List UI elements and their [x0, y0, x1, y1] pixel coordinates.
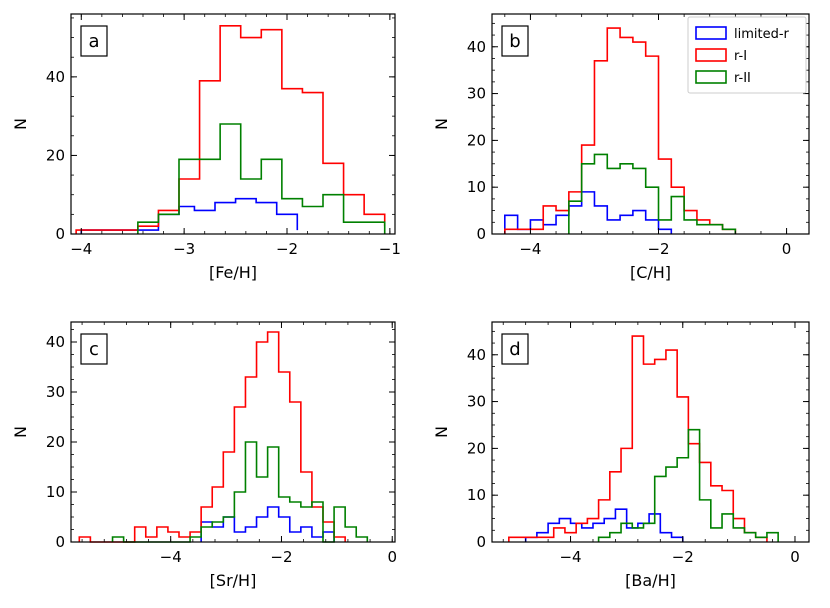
x-tick-label-d: −4	[559, 548, 581, 566]
panel-letter-box-b	[501, 25, 529, 57]
series-r_II-panel-b	[568, 153, 737, 234]
y-tick-label-d: 20	[467, 439, 486, 457]
plot-frame-b	[491, 13, 810, 235]
y-tick-label-d: 10	[467, 486, 486, 504]
series-r_II-panel-d	[597, 428, 779, 542]
panel-c: −4 −2 0 0 10 20 30 40 [Sr/H] Nc	[11, 321, 397, 590]
x-tick-label-a: −3	[173, 240, 195, 258]
legend-swatch-r_I	[695, 48, 727, 62]
plot-frame-a	[70, 13, 396, 235]
y-tick-label-c: 0	[55, 533, 65, 551]
series-r_I-panel-c	[78, 331, 346, 543]
x-tick-label-a: −1	[379, 240, 401, 258]
y-tick-label-a: 20	[46, 146, 65, 164]
series-limited_r-panel-d	[524, 508, 684, 542]
panel-letter-box-a	[80, 25, 108, 57]
x-tick-label-b: −4	[519, 240, 541, 258]
y-axis-label-d: N	[432, 426, 451, 438]
y-tick-label-a: 40	[46, 68, 65, 86]
series-r_I-panel-b	[504, 27, 737, 234]
plot-frame-c	[70, 321, 396, 543]
legend-swatch-limited_r	[695, 26, 727, 40]
x-axis-label-b: [C/H]	[630, 263, 671, 282]
y-axis-label-b: N	[432, 118, 451, 130]
y-tick-label-c: 10	[46, 483, 65, 501]
y-tick-label-d: 40	[467, 346, 486, 364]
y-tick-label-b: 30	[467, 85, 486, 103]
panel-letter-box-c	[80, 333, 108, 365]
x-tick-label-c: −4	[160, 548, 182, 566]
x-tick-label-a: −2	[276, 240, 298, 258]
series-r_II-panel-a	[137, 123, 386, 234]
x-tick-label-d: 0	[790, 548, 800, 566]
panel-a: −4 −3 −2 −1 0 20 40 [Fe/H] Na	[11, 13, 401, 282]
y-tick-label-b: 20	[467, 131, 486, 149]
series-r_I-panel-d	[508, 335, 768, 542]
series-limited_r-panel-c	[200, 506, 335, 542]
x-axis-label-a: [Fe/H]	[209, 263, 257, 282]
x-tick-label-b: 0	[782, 240, 792, 258]
x-tick-label-c: −2	[270, 548, 292, 566]
y-tick-label-b: 10	[467, 178, 486, 196]
x-axis-label-d: [Ba/H]	[625, 571, 676, 590]
x-tick-label-a: −4	[70, 240, 92, 258]
panel-letter-a: a	[88, 31, 99, 52]
y-tick-label-c: 40	[46, 333, 65, 351]
panel-b: −4 −2 0 0 10 20 30 40 [C/H] Nb limited-r r-I r-II	[432, 13, 810, 282]
legend: limited-r r-I r-II	[687, 16, 807, 94]
y-tick-label-c: 30	[46, 383, 65, 401]
legend-label-r_I: r-I	[734, 49, 747, 64]
x-tick-label-d: −2	[672, 548, 694, 566]
panel-letter-box-d	[501, 333, 529, 365]
x-axis-label-c: [Sr/H]	[210, 571, 257, 590]
panel-letter-b: b	[509, 31, 520, 52]
series-limited_r-panel-b	[504, 191, 673, 234]
y-tick-label-c: 20	[46, 433, 65, 451]
panel-letter-c: c	[89, 339, 99, 360]
panel-d: −4 −2 0 0 10 20 30 40 [Ba/H] Nd	[432, 321, 810, 590]
x-tick-label-c: 0	[387, 548, 397, 566]
y-tick-label-d: 0	[476, 533, 486, 551]
x-tick-label-b: −2	[647, 240, 669, 258]
panel-letter-d: d	[509, 339, 520, 360]
legend-label-r_II: r-II	[734, 71, 751, 86]
y-tick-label-d: 30	[467, 393, 486, 411]
series-limited_r-panel-a	[80, 197, 299, 234]
legend-frame	[687, 16, 807, 94]
y-tick-label-a: 0	[55, 225, 65, 243]
legend-label-limited_r: limited-r	[734, 27, 790, 42]
y-tick-label-b: 0	[476, 225, 486, 243]
y-axis-label-a: N	[11, 118, 30, 130]
legend-swatch-r_II	[695, 70, 727, 84]
series-r_II-panel-c	[111, 441, 369, 543]
y-axis-label-c: N	[11, 426, 30, 438]
plot-frame-d	[491, 321, 810, 543]
y-tick-label-b: 40	[467, 38, 486, 56]
